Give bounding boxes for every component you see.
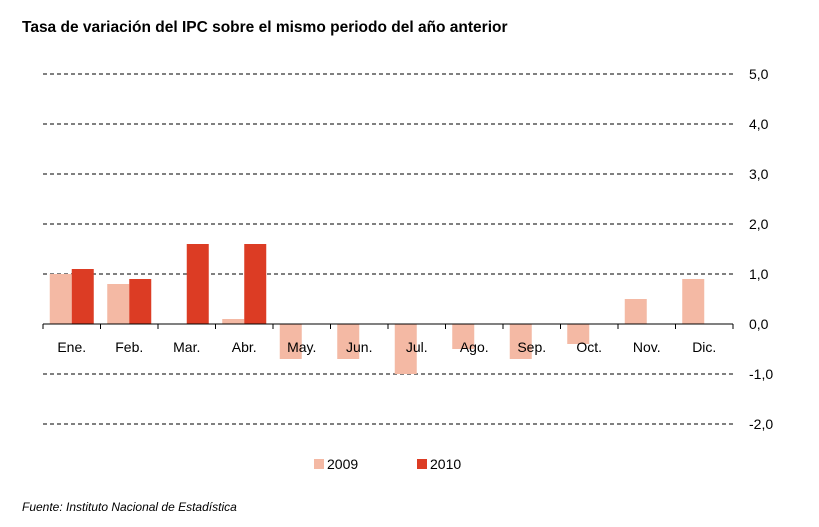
- legend-swatch-2009: [314, 459, 324, 469]
- y-tick-label: 1,0: [749, 266, 769, 282]
- x-axis: [42, 323, 734, 329]
- bars: [49, 244, 705, 374]
- legend-label-2010: 2010: [430, 456, 461, 472]
- x-tick-label: May.: [287, 339, 316, 355]
- x-tick-label: Oct.: [576, 339, 602, 355]
- x-tick-label: Ago.: [460, 339, 489, 355]
- bar-2010-Abr.: [244, 244, 267, 324]
- bar-2010-Ene.: [71, 269, 94, 324]
- y-tick-label: 2,0: [749, 216, 769, 232]
- bar-2009-May.: [279, 324, 302, 359]
- legend: 2009 2010: [314, 456, 461, 472]
- bar-2009-Ago.: [452, 324, 475, 349]
- bar-2009-Jun.: [337, 324, 360, 359]
- chart-title: Tasa de variación del IPC sobre el mismo…: [22, 19, 508, 36]
- grid-lines: [43, 73, 733, 425]
- y-tick-label: -1,0: [749, 366, 773, 382]
- bar-2009-Sep.: [509, 324, 532, 359]
- x-tick-label: Abr.: [232, 339, 257, 355]
- x-tick-label: Dic.: [692, 339, 716, 355]
- bar-2010-Feb.: [129, 279, 152, 324]
- x-tick-label: Jul.: [406, 339, 428, 355]
- y-tick-label: 4,0: [749, 116, 769, 132]
- source-note: Fuente: Instituto Nacional de Estadístic…: [22, 500, 237, 514]
- x-tick-label: Nov.: [633, 339, 661, 355]
- bar-2009-Ene.: [49, 274, 72, 324]
- bar-2009-Nov.: [624, 299, 647, 324]
- x-tick-labels: Ene. Feb. Mar. Abr. May. Jun. Jul. Ago. Sep. Oct.…: [57, 339, 716, 355]
- bar-2009-Dic.: [682, 279, 705, 324]
- x-tick-label: Feb.: [115, 339, 143, 355]
- x-tick-label: Sep.: [517, 339, 546, 355]
- legend-label-2009: 2009: [327, 456, 358, 472]
- bar-2009-Jul.: [394, 324, 417, 374]
- x-tick-label: Jun.: [346, 339, 372, 355]
- y-tick-label: 0,0: [749, 316, 769, 332]
- y-tick-labels: 5,0 4,0 3,0 2,0 1,0 0,0 -1,0 -2,0: [749, 66, 773, 432]
- y-tick-label: 5,0: [749, 66, 769, 82]
- legend-swatch-2010: [417, 459, 427, 469]
- x-tick-label: Ene.: [57, 339, 86, 355]
- bar-2010-Mar.: [186, 244, 209, 324]
- y-tick-label: -2,0: [749, 416, 773, 432]
- x-tick-label: Mar.: [173, 339, 200, 355]
- y-tick-label: 3,0: [749, 166, 769, 182]
- bar-2009-Abr.: [222, 319, 245, 324]
- bar-2009-Oct.: [567, 324, 590, 344]
- bar-2009-Feb.: [107, 284, 130, 324]
